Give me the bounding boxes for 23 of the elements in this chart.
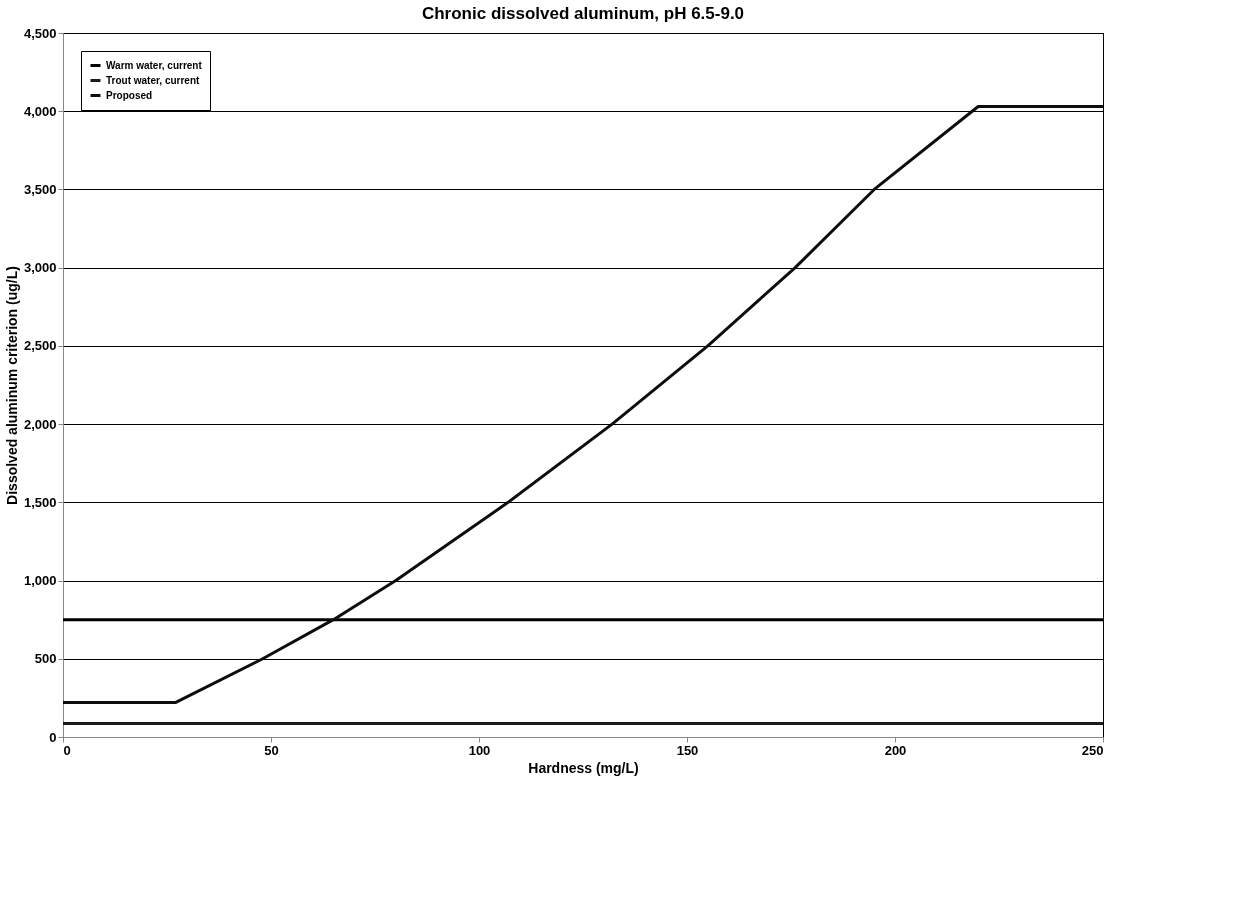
legend-label: Proposed xyxy=(106,89,153,101)
y-tick-label: 500 xyxy=(34,651,57,667)
y-tick-label: 3,500 xyxy=(23,181,57,197)
x-tick-label: 200 xyxy=(884,742,907,758)
x-tick-label: 100 xyxy=(468,742,491,758)
x-tick-label: 0 xyxy=(63,742,71,758)
legend-label: Warm water, current xyxy=(106,59,203,71)
chart-title: Chronic dissolved aluminum, pH 6.5-9.0 xyxy=(421,4,745,23)
line-series xyxy=(61,105,1105,705)
y-tick-label: 4,500 xyxy=(23,25,57,41)
x-axis-title: Hardness (mg/L) xyxy=(528,759,639,776)
x-tick-label: 250 xyxy=(1081,742,1104,758)
legend-label: Trout water, current xyxy=(106,74,201,86)
y-tick-label: 4,000 xyxy=(23,103,57,119)
y-tick-label: 3,000 xyxy=(23,260,57,276)
y-tick-label: 2,500 xyxy=(23,338,57,354)
x-tick-label: 50 xyxy=(264,742,279,758)
x-tick-label: 150 xyxy=(676,742,699,758)
y-tick-label: 0 xyxy=(49,729,57,745)
y-tick-label: 1,000 xyxy=(23,573,57,589)
y-axis-title: Dissolved aluminum criterion (ug/L) xyxy=(3,266,20,505)
y-tick-label: 1,500 xyxy=(23,494,57,510)
y-tick-label: 2,000 xyxy=(23,416,57,432)
